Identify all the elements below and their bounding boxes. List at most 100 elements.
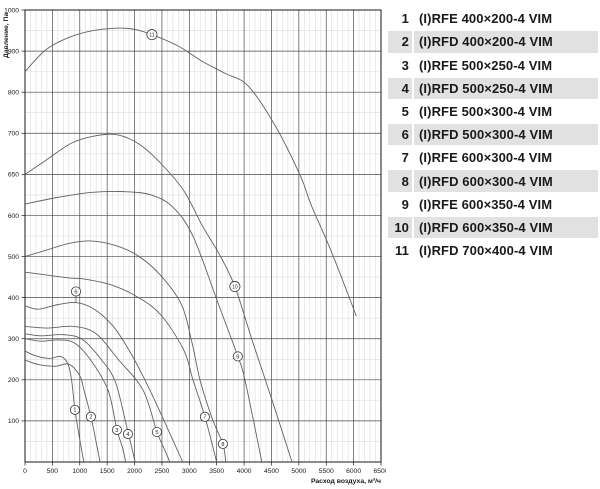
svg-text:900: 900 bbox=[8, 48, 19, 55]
svg-text:4000: 4000 bbox=[237, 468, 252, 475]
legend-row-model: (I)RFD 500×300-4 VIM bbox=[414, 123, 598, 146]
curve-label-3: 3 bbox=[111, 424, 122, 435]
axes bbox=[21, 9, 382, 466]
curve-10 bbox=[24, 133, 293, 463]
curve-2 bbox=[24, 359, 101, 463]
legend-table: 1 (I)RFE 400×200-4 VIM 2 (I)RFD 400×200-4 V… bbox=[388, 7, 598, 262]
svg-text:700: 700 bbox=[8, 131, 19, 138]
grid-minor bbox=[25, 10, 381, 462]
legend-row-3: 3 (I)RFE 500×250-4 VIM bbox=[388, 53, 598, 76]
curve-3 bbox=[24, 338, 127, 463]
curve-5 bbox=[24, 325, 171, 463]
curve-label-1: 1 bbox=[69, 404, 80, 415]
pressure-flow-chart: 1 2 3 4 5 6 7 8 9 10 11 100 200 300 400 500 600 650 700 800… bbox=[3, 7, 386, 485]
legend-row-number: 1 bbox=[401, 11, 409, 27]
legend-row-model: (I)RFE 500×300-4 VIM bbox=[419, 104, 553, 119]
legend-row-model: (I)RFE 600×300-4 VIM bbox=[419, 150, 553, 166]
curve-7 bbox=[24, 271, 218, 463]
legend-row-11: 11 (I)RFD 700×400-4 VIM bbox=[388, 239, 598, 262]
svg-text:5: 5 bbox=[155, 430, 158, 436]
svg-text:500: 500 bbox=[8, 254, 19, 261]
x-axis-title: Расход воздуха, м³/ч bbox=[311, 478, 381, 485]
svg-text:800: 800 bbox=[8, 89, 19, 96]
svg-text:4: 4 bbox=[126, 432, 129, 438]
curve-4 bbox=[24, 333, 136, 463]
legend-row-number: 2 bbox=[388, 31, 412, 53]
legend-row-number: 10 bbox=[388, 216, 412, 239]
legend-row-model: (I)RFD 700×400-4 VIM bbox=[419, 243, 553, 259]
legend-row-model: (I)RFD 600×350-4 VIM bbox=[414, 216, 598, 239]
legend-row-model: (I)RFD 600×300-4 VIM bbox=[414, 170, 598, 192]
svg-text:400: 400 bbox=[8, 295, 19, 302]
svg-text:5000: 5000 bbox=[291, 468, 306, 475]
svg-text:10: 10 bbox=[232, 284, 238, 290]
curve-label-9: 9 bbox=[232, 351, 243, 362]
svg-text:9: 9 bbox=[236, 354, 239, 360]
svg-text:3: 3 bbox=[115, 428, 118, 434]
legend-row-model: (I)RFE 500×250-4 VIM bbox=[419, 57, 553, 73]
svg-text:600: 600 bbox=[8, 213, 19, 220]
legend-row-number: 6 bbox=[388, 123, 412, 146]
svg-text:6500: 6500 bbox=[374, 468, 386, 475]
curve-label-6: 6 bbox=[70, 286, 81, 303]
svg-text:100: 100 bbox=[8, 418, 19, 425]
svg-text:3500: 3500 bbox=[209, 468, 224, 475]
svg-text:1500: 1500 bbox=[100, 468, 115, 475]
legend-row-model: (I)RFE 400×200-4 VIM bbox=[419, 11, 553, 27]
legend-row-8: 8 (I)RFD 600×300-4 VIM bbox=[388, 169, 598, 192]
curve-label-8: 8 bbox=[217, 438, 228, 449]
legend-row-model: (I)RFE 600×350-4 VIM bbox=[419, 196, 553, 212]
curve-11 bbox=[24, 27, 357, 317]
curve-6 bbox=[24, 301, 184, 463]
legend-row-9: 9 (I)RFE 600×350-4 VIM bbox=[388, 193, 598, 216]
curve-8 bbox=[24, 240, 227, 463]
curve-9 bbox=[24, 190, 263, 463]
svg-text:3000: 3000 bbox=[182, 468, 197, 475]
y-tick-labels: 100 200 300 400 500 600 650 700 800 900 1000 bbox=[4, 7, 19, 425]
legend-row-model: (I)RFD 500×250-4 VIM bbox=[414, 77, 598, 100]
curves bbox=[24, 27, 357, 463]
svg-text:200: 200 bbox=[8, 377, 19, 384]
legend-row-number: 3 bbox=[401, 57, 409, 73]
svg-text:650: 650 bbox=[8, 172, 19, 179]
legend-row-number: 11 bbox=[395, 243, 409, 259]
svg-text:8: 8 bbox=[221, 442, 224, 448]
y-axis-title: Давление, Па bbox=[3, 13, 10, 58]
legend-row-number: 8 bbox=[388, 170, 412, 192]
legend-row-10: 10 (I)RFD 600×350-4 VIM bbox=[388, 216, 598, 239]
svg-text:1000: 1000 bbox=[4, 7, 19, 14]
svg-text:2: 2 bbox=[89, 415, 92, 421]
legend-row-number: 4 bbox=[388, 77, 412, 100]
svg-text:4500: 4500 bbox=[264, 468, 279, 475]
legend-row-number: 5 bbox=[401, 104, 409, 119]
grid-major bbox=[25, 10, 381, 462]
legend-row-5: 5 (I)RFE 500×300-4 VIM bbox=[388, 100, 598, 123]
legend-row-number: 9 bbox=[401, 196, 409, 212]
svg-text:7: 7 bbox=[203, 415, 206, 421]
legend-row-model: (I)RFD 400×200-4 VIM bbox=[414, 31, 598, 53]
curve-labels: 1 2 3 4 5 6 7 8 9 10 11 bbox=[69, 29, 243, 449]
legend-row-1: 1 (I)RFE 400×200-4 VIM bbox=[388, 7, 598, 30]
legend-row-number: 7 bbox=[401, 150, 409, 166]
svg-text:500: 500 bbox=[47, 468, 58, 475]
curve-label-11: 11 bbox=[146, 29, 158, 41]
svg-text:1: 1 bbox=[73, 408, 76, 414]
legend-row-6: 6 (I)RFD 500×300-4 VIM bbox=[388, 123, 598, 146]
svg-text:300: 300 bbox=[8, 336, 19, 343]
svg-text:2000: 2000 bbox=[127, 468, 142, 475]
svg-text:1000: 1000 bbox=[72, 468, 87, 475]
svg-text:11: 11 bbox=[149, 33, 154, 39]
svg-text:2500: 2500 bbox=[154, 468, 169, 475]
curve-label-2: 2 bbox=[85, 411, 96, 422]
curve-label-10: 10 bbox=[229, 281, 241, 293]
curve-label-4: 4 bbox=[122, 429, 133, 440]
svg-text:0: 0 bbox=[23, 468, 27, 475]
svg-text:6: 6 bbox=[74, 289, 77, 295]
curve-label-5: 5 bbox=[151, 427, 162, 438]
legend-row-4: 4 (I)RFD 500×250-4 VIM bbox=[388, 77, 598, 100]
legend-row-2: 2 (I)RFD 400×200-4 VIM bbox=[388, 30, 598, 53]
curve-1 bbox=[24, 350, 85, 463]
curve-label-7: 7 bbox=[199, 411, 210, 422]
svg-text:5500: 5500 bbox=[319, 468, 334, 475]
